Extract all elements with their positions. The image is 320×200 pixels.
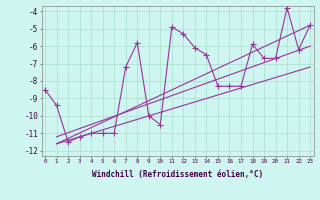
X-axis label: Windchill (Refroidissement éolien,°C): Windchill (Refroidissement éolien,°C) [92,170,263,179]
